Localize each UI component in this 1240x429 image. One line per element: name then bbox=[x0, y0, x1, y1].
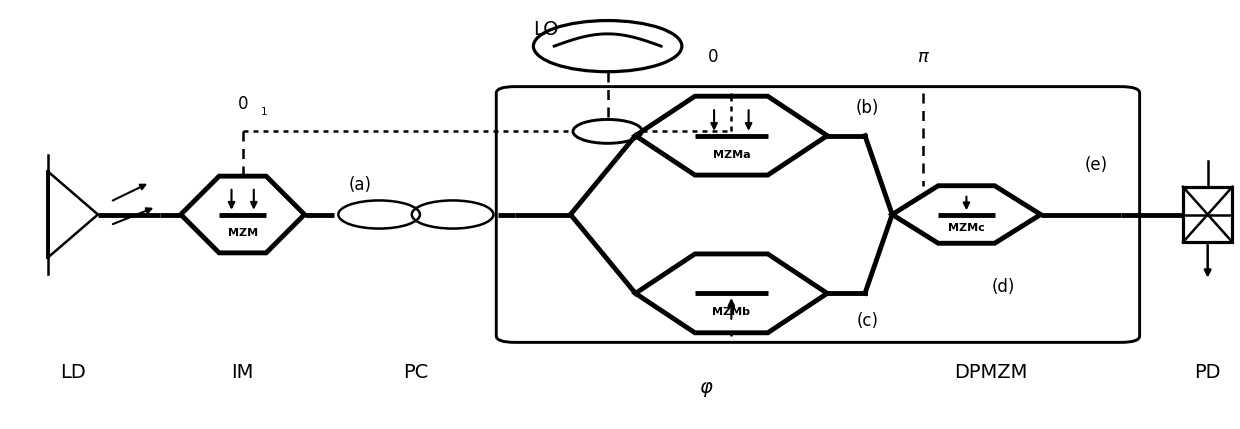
Text: 0: 0 bbox=[708, 48, 718, 66]
Text: MZMb: MZMb bbox=[712, 307, 750, 317]
Text: DPMZM: DPMZM bbox=[955, 363, 1028, 382]
Text: PC: PC bbox=[403, 363, 429, 382]
Text: LD: LD bbox=[61, 363, 86, 382]
Text: (b): (b) bbox=[856, 99, 879, 117]
Text: $\pi$: $\pi$ bbox=[916, 48, 930, 66]
Text: (a): (a) bbox=[348, 175, 372, 193]
Text: $\varphi$: $\varphi$ bbox=[699, 380, 714, 399]
Text: (c): (c) bbox=[857, 312, 878, 330]
Text: 0: 0 bbox=[237, 95, 248, 113]
Text: LO: LO bbox=[533, 20, 558, 39]
Text: MZMa: MZMa bbox=[713, 150, 750, 160]
Text: MZM: MZM bbox=[228, 228, 258, 238]
Text: MZMc: MZMc bbox=[949, 224, 985, 233]
Bar bbox=[1183, 187, 1233, 242]
Text: (e): (e) bbox=[1085, 157, 1107, 175]
Text: 1: 1 bbox=[262, 107, 268, 117]
Text: (d): (d) bbox=[992, 278, 1016, 296]
Text: PD: PD bbox=[1194, 363, 1221, 382]
Text: IM: IM bbox=[232, 363, 254, 382]
